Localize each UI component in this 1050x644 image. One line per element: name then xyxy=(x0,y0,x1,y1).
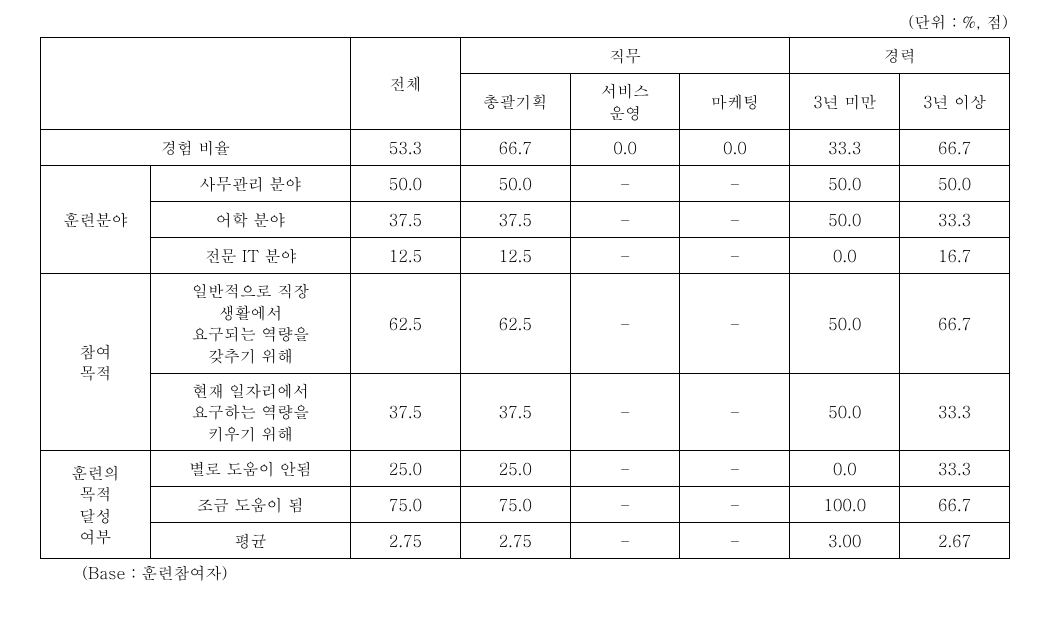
cell: – xyxy=(680,487,790,523)
col-exp-sub-1: 3년 이상 xyxy=(900,74,1010,130)
cell: – xyxy=(570,166,680,202)
rowgroup-training-field: 훈련분야 xyxy=(41,166,151,274)
rowlabel-ach-avg: 평균 xyxy=(151,523,351,559)
col-job-sub-1: 서비스운영 xyxy=(570,74,680,130)
header-blank xyxy=(41,38,351,130)
cell: – xyxy=(570,373,680,451)
cell: 50.0 xyxy=(900,166,1010,202)
cell: 33.3 xyxy=(900,373,1010,451)
row-tf-office: 훈련분야 사무관리 분야 50.0 50.0 – – 50.0 50.0 xyxy=(41,166,1010,202)
cell: 2.75 xyxy=(351,523,461,559)
cell: 25.0 xyxy=(351,451,461,487)
cell: 75.0 xyxy=(460,487,570,523)
rowlabel-tf-office: 사무관리 분야 xyxy=(151,166,351,202)
rowgroup-purpose: 참여목적 xyxy=(41,274,151,451)
cell: – xyxy=(570,451,680,487)
cell: 33.3 xyxy=(790,130,900,166)
cell: – xyxy=(680,373,790,451)
rowlabel-exp-rate: 경험 비율 xyxy=(41,130,351,166)
rowgroup-achievement: 훈련의목적달성여부 xyxy=(41,451,151,559)
cell: – xyxy=(680,202,790,238)
col-exp-sub-0: 3년 미만 xyxy=(790,74,900,130)
rowlabel-ach-nohelp: 별로 도움이 안됨 xyxy=(151,451,351,487)
cell: 50.0 xyxy=(351,166,461,202)
cell: 0.0 xyxy=(570,130,680,166)
cell: 37.5 xyxy=(460,373,570,451)
cell: 50.0 xyxy=(790,166,900,202)
base-note: (Base : 훈련참여자) xyxy=(40,561,1010,584)
cell: 100.0 xyxy=(790,487,900,523)
cell: 0.0 xyxy=(680,130,790,166)
col-total: 전체 xyxy=(351,38,461,130)
rowlabel-ach-some: 조금 도움이 됨 xyxy=(151,487,351,523)
cell: – xyxy=(680,166,790,202)
row-pur-current: 현재 일자리에서요구하는 역량을키우기 위해 37.5 37.5 – – 50.… xyxy=(41,373,1010,451)
rowlabel-tf-it: 전문 IT 분야 xyxy=(151,238,351,274)
rowlabel-pur-current: 현재 일자리에서요구하는 역량을키우기 위해 xyxy=(151,373,351,451)
cell: 37.5 xyxy=(351,373,461,451)
cell: 0.0 xyxy=(790,238,900,274)
rowlabel-tf-lang: 어학 분야 xyxy=(151,202,351,238)
row-tf-it: 전문 IT 분야 12.5 12.5 – – 0.0 16.7 xyxy=(41,238,1010,274)
cell: 12.5 xyxy=(460,238,570,274)
cell: – xyxy=(570,238,680,274)
cell: 62.5 xyxy=(351,274,461,373)
row-pur-general: 참여목적 일반적으로 직장생활에서요구되는 역량을갖추기 위해 62.5 62.… xyxy=(41,274,1010,373)
col-job-sub-0: 총괄기획 xyxy=(460,74,570,130)
cell: 66.7 xyxy=(900,274,1010,373)
cell: 16.7 xyxy=(900,238,1010,274)
row-exp-rate: 경험 비율 53.3 66.7 0.0 0.0 33.3 66.7 xyxy=(41,130,1010,166)
cell: 50.0 xyxy=(460,166,570,202)
row-ach-nohelp: 훈련의목적달성여부 별로 도움이 안됨 25.0 25.0 – – 0.0 33… xyxy=(41,451,1010,487)
cell: – xyxy=(570,523,680,559)
cell: – xyxy=(680,238,790,274)
cell: – xyxy=(570,274,680,373)
cell: 37.5 xyxy=(351,202,461,238)
col-job-group: 직무 xyxy=(460,38,789,74)
col-exp-group: 경력 xyxy=(790,38,1010,74)
cell: – xyxy=(680,274,790,373)
unit-note: (단위 : %, 점) xyxy=(40,10,1010,33)
cell: 25.0 xyxy=(460,451,570,487)
cell: 50.0 xyxy=(790,373,900,451)
data-table: 전체 직무 경력 총괄기획 서비스운영 마케팅 3년 미만 3년 이상 경험 비… xyxy=(40,37,1010,559)
cell: – xyxy=(570,202,680,238)
cell: – xyxy=(680,451,790,487)
cell: 12.5 xyxy=(351,238,461,274)
cell: 37.5 xyxy=(460,202,570,238)
cell: 62.5 xyxy=(460,274,570,373)
cell: – xyxy=(680,523,790,559)
cell: 33.3 xyxy=(900,451,1010,487)
header-row-1: 전체 직무 경력 xyxy=(41,38,1010,74)
row-ach-some: 조금 도움이 됨 75.0 75.0 – – 100.0 66.7 xyxy=(41,487,1010,523)
cell: 33.3 xyxy=(900,202,1010,238)
row-tf-lang: 어학 분야 37.5 37.5 – – 50.0 33.3 xyxy=(41,202,1010,238)
row-ach-avg: 평균 2.75 2.75 – – 3.00 2.67 xyxy=(41,523,1010,559)
cell: 50.0 xyxy=(790,274,900,373)
cell: 50.0 xyxy=(790,202,900,238)
cell: 2.75 xyxy=(460,523,570,559)
rowlabel-pur-general: 일반적으로 직장생활에서요구되는 역량을갖추기 위해 xyxy=(151,274,351,373)
cell: 3.00 xyxy=(790,523,900,559)
cell: – xyxy=(570,487,680,523)
cell: 2.67 xyxy=(900,523,1010,559)
cell: 53.3 xyxy=(351,130,461,166)
cell: 75.0 xyxy=(351,487,461,523)
cell: 66.7 xyxy=(460,130,570,166)
cell: 66.7 xyxy=(900,130,1010,166)
cell: 0.0 xyxy=(790,451,900,487)
col-job-sub-2: 마케팅 xyxy=(680,74,790,130)
cell: 66.7 xyxy=(900,487,1010,523)
